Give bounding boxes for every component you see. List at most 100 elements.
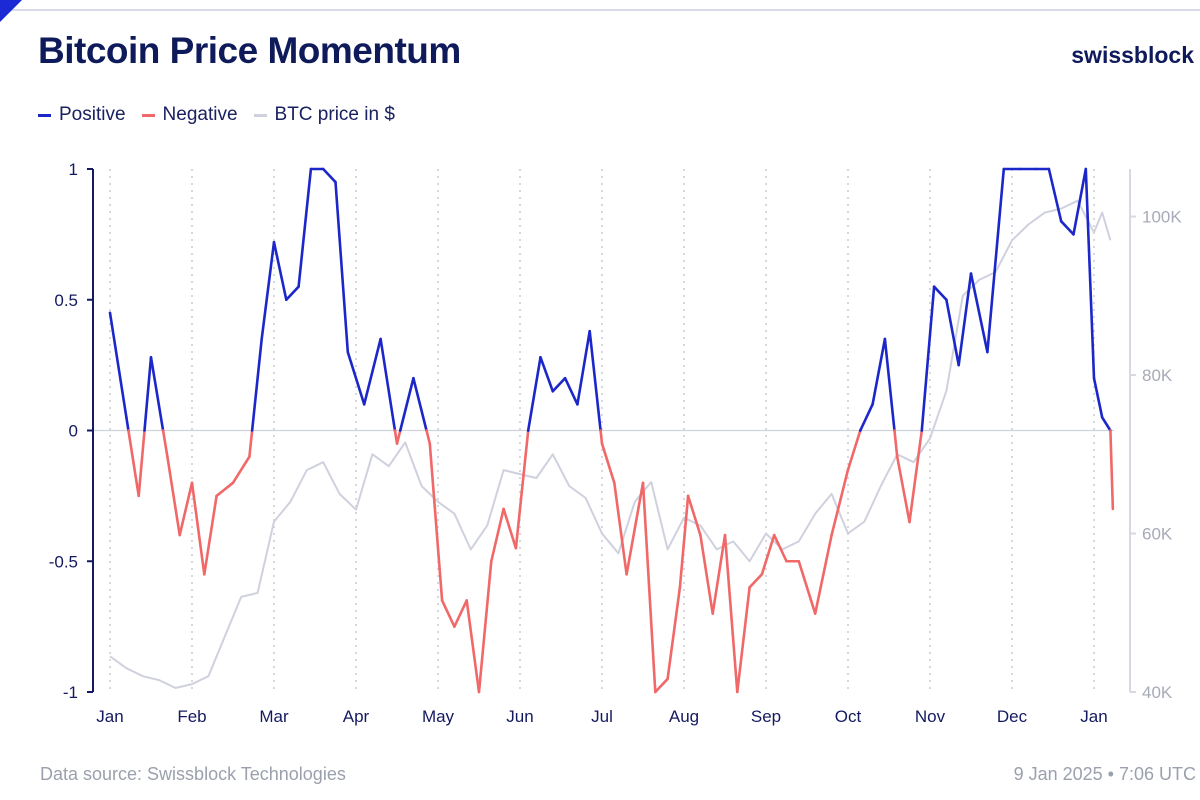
momentum-negative-segment — [678, 494, 690, 589]
momentum-positive-segment — [250, 337, 264, 432]
momentum-positive-segment — [143, 355, 153, 432]
left-tick-label: -1 — [63, 683, 78, 702]
x-tick-label: Apr — [343, 707, 370, 726]
momentum-positive-segment — [526, 355, 542, 432]
x-tick-label: Jun — [506, 707, 533, 726]
momentum-negative-segment — [161, 429, 169, 458]
x-tick-label: Nov — [915, 707, 946, 726]
x-tick-label: Aug — [669, 707, 699, 726]
momentum-positive-segment — [957, 272, 973, 367]
momentum-positive-segment — [346, 350, 366, 406]
momentum-negative-segment — [772, 533, 788, 563]
x-tick-label: Jul — [591, 707, 613, 726]
page-title: Bitcoin Price Momentum — [38, 30, 461, 71]
top-rule — [0, 9, 1200, 11]
momentum-positive-segment — [1072, 167, 1088, 236]
legend-swatch-positive — [38, 113, 51, 117]
momentum-positive-segment — [539, 355, 555, 393]
momentum-negative-segment — [137, 429, 146, 498]
momentum-negative-segment — [425, 429, 432, 445]
x-tick-label: Jan — [1080, 707, 1107, 726]
brand-logo: swissblock — [1071, 42, 1194, 68]
momentum-positive-segment — [920, 285, 936, 432]
legend-item-btc[interactable]: BTC price in $ — [253, 104, 395, 126]
momentum-negative-segment — [908, 429, 924, 524]
momentum-positive-segment — [334, 180, 350, 354]
momentum-negative-segment — [893, 429, 899, 458]
momentum-positive-segment — [108, 311, 128, 419]
left-tick-label: 0.5 — [54, 291, 78, 310]
momentum-negative-segment — [686, 494, 702, 537]
legend-item-negative[interactable]: Negative — [141, 104, 238, 126]
legend-item-positive[interactable]: Positive — [38, 104, 126, 126]
momentum-negative-segment — [760, 533, 776, 576]
momentum-negative-segment — [248, 429, 254, 458]
right-tick-label: 80K — [1142, 366, 1173, 385]
momentum-positive-segment — [945, 298, 961, 367]
right-tick-label: 60K — [1142, 525, 1173, 544]
momentum-negative-segment — [666, 586, 682, 681]
legend: Positive Negative BTC price in $ — [38, 104, 395, 126]
momentum-negative-segment — [748, 573, 764, 589]
momentum-positive-segment — [362, 337, 382, 406]
left-tick-label: -0.5 — [49, 552, 78, 571]
x-tick-label: Dec — [997, 707, 1028, 726]
legend-swatch-negative — [141, 113, 155, 117]
momentum-negative-segment — [465, 599, 481, 694]
momentum-negative-segment — [830, 468, 850, 537]
momentum-negative-segment — [612, 481, 628, 576]
momentum-negative-segment — [723, 533, 739, 694]
momentum-positive-segment — [297, 167, 313, 288]
legend-label-positive: Positive — [59, 104, 126, 125]
left-tick-label: 1 — [69, 160, 78, 179]
momentum-positive-segment — [932, 285, 948, 302]
momentum-positive-segment — [588, 329, 602, 432]
momentum-negative-segment — [440, 599, 456, 628]
x-tick-label: Oct — [835, 707, 862, 726]
momentum-negative-segment — [711, 533, 727, 615]
momentum-positive-segment — [858, 403, 874, 432]
momentum-negative-segment — [203, 494, 218, 576]
momentum-positive-segment — [321, 167, 337, 184]
momentum-negative-segment — [813, 533, 833, 615]
momentum-negative-segment — [477, 559, 493, 694]
momentum-negative-segment — [453, 599, 469, 628]
momentum-negative-segment — [599, 429, 604, 445]
momentum-negative-segment — [215, 481, 235, 498]
momentum-positive-segment — [125, 416, 130, 432]
timestamp: 9 Jan 2025 • 7:06 UTC — [1013, 764, 1196, 784]
momentum-positive-segment — [576, 329, 592, 406]
momentum-negative-segment — [428, 442, 444, 602]
momentum-negative-segment — [797, 559, 817, 615]
momentum-negative-segment — [502, 507, 518, 550]
left-tick-label: 0 — [69, 422, 78, 441]
momentum-positive-segment — [883, 337, 896, 432]
momentum-negative-segment — [178, 481, 194, 537]
right-tick-label: 100K — [1142, 208, 1182, 227]
momentum-negative-segment — [600, 442, 616, 485]
legend-label-negative: Negative — [162, 104, 238, 125]
momentum-positive-segment — [1092, 376, 1104, 419]
x-tick-label: May — [422, 707, 455, 726]
momentum-positive-segment — [379, 337, 397, 432]
right-tick-label: 40K — [1142, 683, 1173, 702]
momentum-negative-segment — [190, 481, 206, 576]
momentum-positive-segment — [398, 376, 415, 432]
momentum-negative-segment — [231, 455, 251, 485]
momentum-positive-segment — [284, 285, 300, 302]
x-tick-label: Sep — [751, 707, 781, 726]
momentum-negative-segment — [895, 455, 911, 524]
x-tick-label: Feb — [177, 707, 206, 726]
x-tick-label: Mar — [259, 707, 289, 726]
legend-label-btc: BTC price in $ — [274, 104, 395, 125]
x-tick-label: Jan — [96, 707, 123, 726]
momentum-negative-segment — [489, 507, 505, 563]
momentum-negative-segment — [641, 481, 657, 694]
momentum-positive-segment — [149, 355, 165, 432]
legend-swatch-btc — [253, 113, 267, 117]
momentum-positive-segment — [412, 376, 428, 432]
momentum-negative-segment — [653, 677, 669, 694]
momentum-negative-segment — [1109, 429, 1115, 511]
btc-price-line — [109, 199, 1112, 689]
data-source: Data source: Swissblock Technologies — [40, 764, 346, 784]
